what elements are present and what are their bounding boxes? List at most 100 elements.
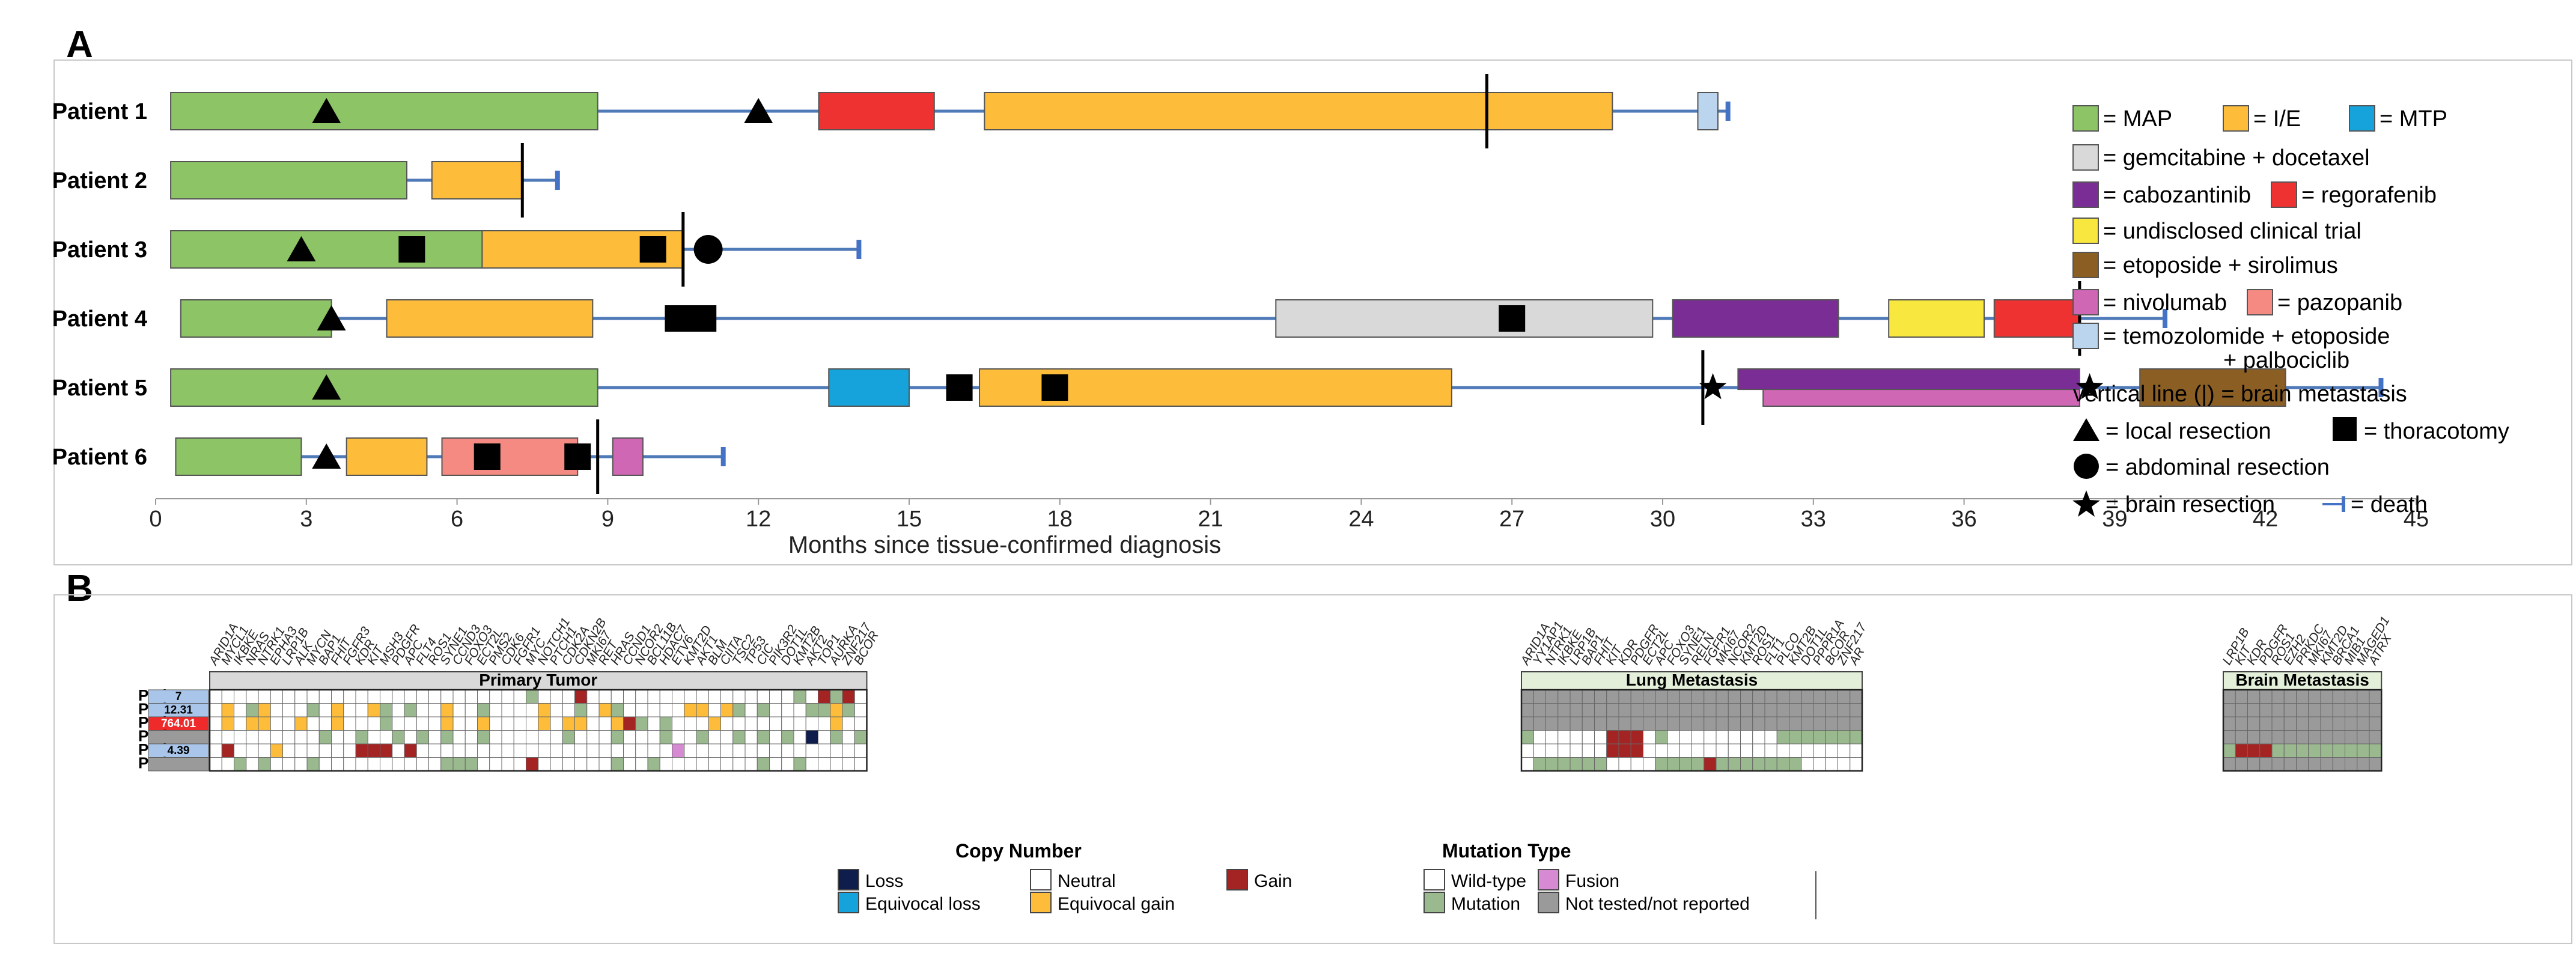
x-tick-label: 30: [1650, 507, 1675, 532]
heatmap-cell: [623, 716, 636, 731]
heatmap-cell: [2296, 703, 2309, 717]
heatmap-cell: [1557, 730, 1571, 744]
heatmap-cell: [2271, 703, 2285, 717]
heatmap-cell: [1655, 743, 1668, 758]
heatmap-cell: [416, 757, 429, 772]
heatmap-cell: [562, 716, 575, 731]
legend-swatch-loss: [838, 869, 859, 890]
heatmap-cell: [720, 743, 734, 758]
heatmap-cell: [1752, 757, 1765, 772]
star-icon: [2072, 490, 2100, 517]
heatmap-cell: [477, 703, 490, 717]
heatmap-cell: [489, 716, 502, 731]
legend-swatch-trial: [2072, 218, 2099, 244]
heatmap-cell: [489, 730, 502, 744]
heatmap-cell: [1801, 743, 1814, 758]
heatmap-cell: [1764, 757, 1777, 772]
heatmap-cell: [343, 703, 356, 717]
heatmap-cell: [2357, 703, 2370, 717]
heatmap-cell: [1630, 716, 1643, 731]
heatmap-cell: [258, 730, 271, 744]
heatmap-cell: [635, 703, 648, 717]
treatment-bar: [1762, 389, 2080, 407]
heatmap-cell: [2308, 689, 2321, 704]
heatmap-cell: [2259, 716, 2273, 731]
heatmap-cell: [2259, 757, 2273, 772]
heatmap-cell: [440, 730, 454, 744]
heatmap-cell: [1776, 703, 1789, 717]
heatmap-cell: [2369, 757, 2382, 772]
heatmap-cell: [2223, 703, 2236, 717]
heatmap-cell: [452, 716, 466, 731]
heatmap-cell: [659, 689, 672, 704]
heatmap-cell: [2271, 743, 2285, 758]
treatment-bar: [1275, 299, 1654, 338]
heatmap-cell: [854, 743, 867, 758]
heatmap-cell: [1704, 730, 1717, 744]
legend-swatch-regorafenib: [2271, 181, 2297, 208]
legend-label-gain: Gain: [1254, 871, 1292, 891]
heatmap-cell: [842, 730, 855, 744]
patient-row-label: Patient 2: [52, 168, 147, 193]
heatmap-cell: [1521, 716, 1534, 731]
heatmap-cell: [623, 730, 636, 744]
heatmap-cell: [2271, 730, 2285, 744]
heatmap-cell: [489, 757, 502, 772]
heatmap-cell: [1776, 757, 1789, 772]
heatmap-cell: [464, 730, 478, 744]
heatmap-cell: [282, 716, 296, 731]
legend-label-mtp: = MTP: [2380, 106, 2447, 132]
heatmap-cell: [2345, 757, 2358, 772]
heatmap-cell: [2369, 689, 2382, 704]
heatmap-cell: [464, 743, 478, 758]
heatmap-cell: [2308, 703, 2321, 717]
heatmap-cell: [720, 757, 734, 772]
treatment-bar: [170, 230, 483, 269]
heatmap-cell: [2320, 743, 2333, 758]
heatmap-cell: [1740, 703, 1753, 717]
heatmap-cell: [306, 689, 320, 704]
heatmap-cell: [1630, 689, 1643, 704]
heatmap-cell: [1606, 689, 1619, 704]
x-tick-label: 27: [1499, 507, 1524, 532]
legend-label-gemcitabine: = gemcitabine + docetaxel: [2103, 145, 2370, 171]
heatmap-cell: [1850, 703, 1863, 717]
heatmap-cell: [234, 689, 247, 704]
heatmap-cell: [1850, 716, 1863, 731]
heatmap-cell: [550, 703, 563, 717]
legend-swatch-mtp: [2349, 105, 2375, 132]
heatmap-cell: [2271, 757, 2285, 772]
heatmap-cell: [647, 703, 660, 717]
heatmap-cell: [1679, 757, 1692, 772]
heatmap-cell: [586, 743, 600, 758]
heatmap-cell: [392, 716, 405, 731]
heatmap-cell: [1776, 743, 1789, 758]
heatmap-cell: [1704, 743, 1717, 758]
heatmap-cell: [355, 703, 368, 717]
heatmap-cell: [209, 730, 222, 744]
heatmap-cell: [367, 703, 380, 717]
copy-number-legend-title: Copy Number: [955, 840, 1082, 862]
heatmap-cell: [781, 689, 794, 704]
legend-label-cabozantinib: = cabozantinib: [2103, 183, 2251, 208]
heatmap-cell: [2223, 716, 2236, 731]
thoracotomy-marker: [665, 305, 692, 332]
heatmap-cell: [246, 743, 259, 758]
heatmap-cell: [294, 730, 308, 744]
heatmap-cell: [805, 703, 818, 717]
heatmap-cell: [258, 757, 271, 772]
heatmap-cell: [574, 689, 588, 704]
legend-label-etoposide: = etoposide + sirolimus: [2103, 253, 2338, 278]
heatmap-cell: [830, 730, 843, 744]
heatmap-cell: [598, 743, 612, 758]
section-border: [1520, 689, 1863, 772]
heatmap-cell: [1594, 716, 1607, 731]
heatmap-cell: [416, 716, 429, 731]
heatmap-cell: [1557, 689, 1571, 704]
heatmap-cell: [318, 689, 332, 704]
section-header: [2223, 671, 2383, 690]
heatmap-cell: [586, 689, 600, 704]
heatmap-cell: [343, 730, 356, 744]
heatmap-cell: [258, 689, 271, 704]
legend-swatch-wild-type: [1423, 869, 1445, 890]
